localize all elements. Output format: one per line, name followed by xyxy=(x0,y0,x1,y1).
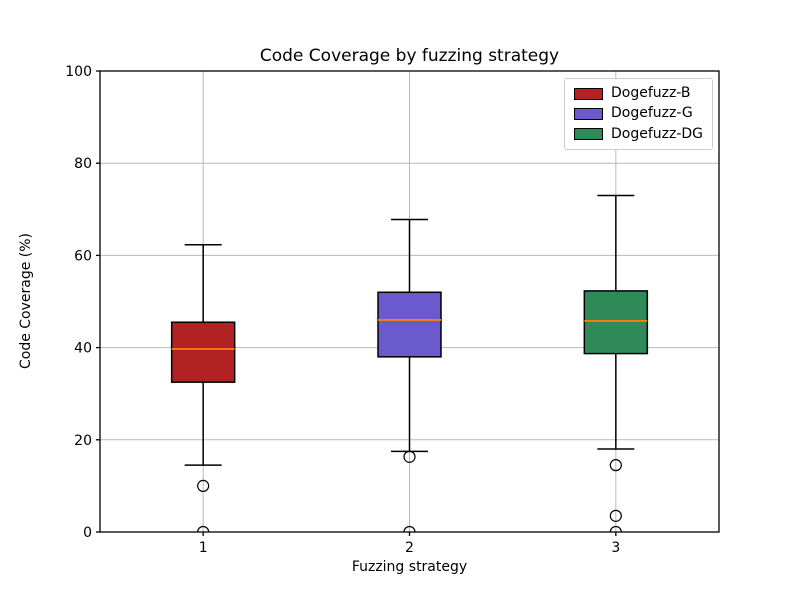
box-dogefuzz-dg xyxy=(583,290,649,355)
legend-swatch-dogefuzz-dg xyxy=(573,128,603,141)
outlier-point-dogefuzz-dg xyxy=(609,525,622,532)
outlier-point-dogefuzz-b xyxy=(197,525,210,532)
outlier-point-dogefuzz-dg xyxy=(609,459,622,472)
legend-item-dogefuzz-g: Dogefuzz-G xyxy=(573,105,703,122)
outlier-point-dogefuzz-g xyxy=(403,450,416,463)
y-tick-label-0: 0 xyxy=(83,525,92,541)
y-tick-label-20: 20 xyxy=(74,433,92,449)
legend-label-dogefuzz-g: Dogefuzz-G xyxy=(610,105,693,122)
legend: Dogefuzz-B Dogefuzz-G Dogefuzz-DG xyxy=(563,78,713,151)
outlier-point-dogefuzz-b xyxy=(197,479,210,492)
outlier-point-dogefuzz-g xyxy=(403,525,416,532)
y-axis-label: Code Coverage (%) xyxy=(18,232,34,370)
legend-swatch-dogefuzz-b xyxy=(573,87,603,100)
axis-ticks: 0 20 40 60 80 100 1 2 3 xyxy=(65,64,620,556)
x-tick-label-2: 2 xyxy=(405,540,414,556)
outlier-point-dogefuzz-dg xyxy=(609,509,622,522)
y-tick-label-60: 60 xyxy=(74,248,92,264)
box-dogefuzz-b xyxy=(170,321,236,383)
x-tick-label-1: 1 xyxy=(199,540,208,556)
legend-label-dogefuzz-dg: Dogefuzz-DG xyxy=(610,125,703,142)
chart-title: Code Coverage by fuzzing strategy xyxy=(259,46,560,66)
x-axis-label: Fuzzing strategy xyxy=(351,559,468,575)
y-tick-label-80: 80 xyxy=(74,156,92,172)
legend-item-dogefuzz-b: Dogefuzz-B xyxy=(573,85,703,101)
boxes-group xyxy=(170,194,649,532)
legend-item-dogefuzz-dg: Dogefuzz-DG xyxy=(573,125,703,142)
box-dogefuzz-g xyxy=(377,291,442,358)
legend-label-dogefuzz-b: Dogefuzz-B xyxy=(610,85,691,101)
y-tick-label-100: 100 xyxy=(65,64,92,80)
x-tick-label-3: 3 xyxy=(611,540,620,556)
y-tick-label-40: 40 xyxy=(74,341,92,357)
legend-swatch-dogefuzz-g xyxy=(573,108,603,121)
